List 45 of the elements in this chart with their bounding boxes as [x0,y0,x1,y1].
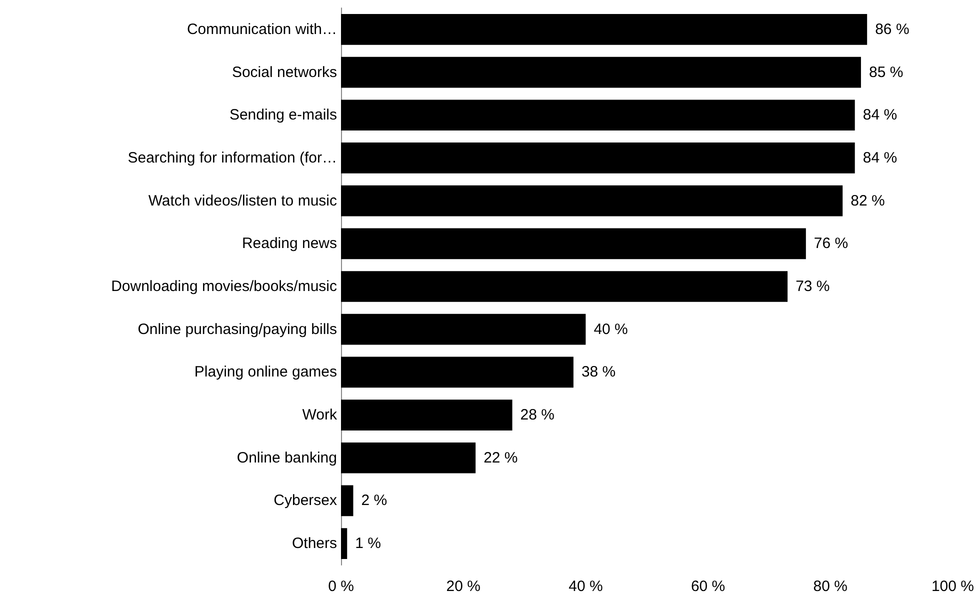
y-tick-label: Downloading movies/books/music [111,278,338,295]
data-label: 86 % [875,20,910,38]
bar [341,356,574,388]
x-tick-label: 60 % [690,578,726,595]
bar [341,528,348,559]
y-tick-label: Work [302,406,338,424]
x-tick-label: 100 % [931,578,974,595]
data-label: 40 % [594,320,628,338]
data-label: 85 % [868,64,904,81]
y-tick-label: Searching for information (for… [128,149,337,166]
data-label: 22 % [484,449,518,466]
x-tick-label: 20 % [446,578,480,595]
data-label: 2 % [361,492,388,510]
bar [341,485,354,516]
bar [341,14,868,45]
bar [341,228,806,260]
data-label: 76 % [814,235,848,252]
data-label: 38 % [581,364,616,381]
x-tick-label: 80 % [813,578,848,595]
data-label: 28 % [520,406,554,424]
data-label: 1 % [355,535,381,552]
bar [341,271,788,302]
bar [341,400,512,430]
y-tick-label: Social networks [232,64,337,81]
y-tick-label: Online banking [236,449,337,466]
y-tick-label: Others [292,535,337,552]
data-label: 73 % [796,278,830,295]
bar [341,314,586,345]
data-label: 82 % [850,192,885,210]
y-tick-label: Reading news [242,235,337,252]
y-tick-label: Online purchasing/paying bills [138,320,337,338]
y-tick-label: Communication with… [186,20,337,38]
y-tick-label: Playing online games [194,364,337,381]
bar [341,442,476,474]
bar [341,100,855,131]
bar [341,56,861,88]
x-tick-label: 0 % [328,578,354,595]
data-label: 84 % [862,106,898,124]
bar [341,185,843,216]
y-tick-label: Watch videos/listen to music [148,192,338,210]
y-tick-label: Cybersex [274,492,338,510]
data-label: 84 % [862,149,898,166]
bar [341,142,855,174]
x-tick-label: 40 % [568,578,603,595]
y-tick-label: Sending e-mails [229,106,337,124]
